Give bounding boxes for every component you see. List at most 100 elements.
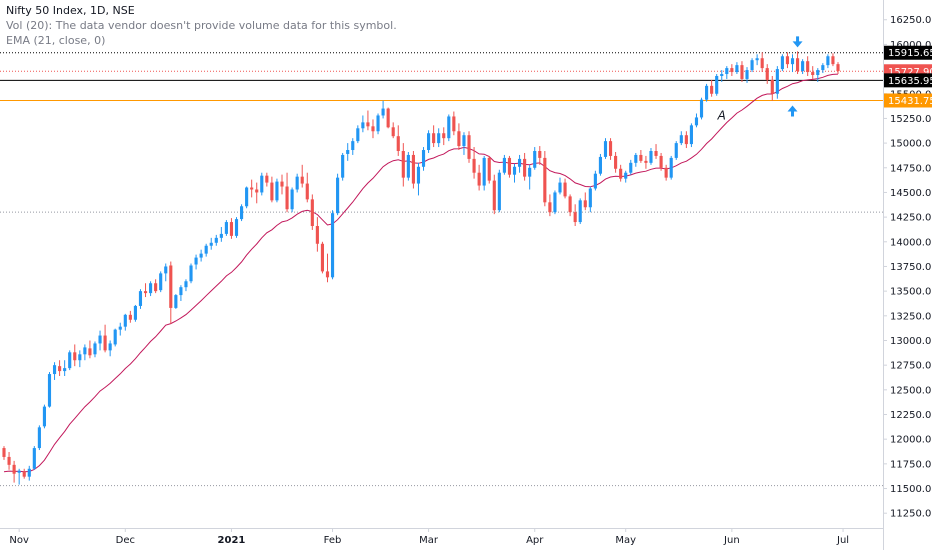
candle-body[interactable] xyxy=(63,368,67,372)
candle-body[interactable] xyxy=(351,141,355,151)
candle-body[interactable] xyxy=(654,150,658,156)
candle-body[interactable] xyxy=(497,172,501,211)
candle-body[interactable] xyxy=(361,122,365,129)
candle-body[interactable] xyxy=(624,172,628,179)
candle-body[interactable] xyxy=(310,199,314,227)
candle-body[interactable] xyxy=(750,60,754,71)
candle-body[interactable] xyxy=(821,65,825,71)
candle-body[interactable] xyxy=(32,448,36,469)
candle-body[interactable] xyxy=(300,176,304,184)
candle-body[interactable] xyxy=(588,188,592,208)
legend-symbol[interactable]: Nifty 50 Index, 1D, NSE xyxy=(6,4,135,17)
candle-body[interactable] xyxy=(133,305,137,320)
candle-body[interactable] xyxy=(816,70,820,76)
candle-body[interactable] xyxy=(770,79,774,94)
candle-body[interactable] xyxy=(583,200,587,208)
candle-body[interactable] xyxy=(639,154,643,161)
candle-body[interactable] xyxy=(689,125,693,145)
candle-body[interactable] xyxy=(93,343,97,355)
candle-body[interactable] xyxy=(477,172,481,186)
price-label-badge[interactable] xyxy=(884,73,932,88)
candle-body[interactable] xyxy=(229,222,234,236)
candle-body[interactable] xyxy=(614,155,618,169)
price-scale[interactable] xyxy=(883,0,932,550)
candle-body[interactable] xyxy=(603,141,608,157)
candle-body[interactable] xyxy=(250,187,254,190)
candle-body[interactable] xyxy=(760,58,764,69)
candle-body[interactable] xyxy=(598,156,603,174)
candle-body[interactable] xyxy=(78,354,82,361)
candle-body[interactable] xyxy=(619,168,623,179)
candle-body[interactable] xyxy=(305,183,309,200)
candle-body[interactable] xyxy=(2,448,6,457)
candle-body[interactable] xyxy=(52,365,57,375)
candle-body[interactable] xyxy=(346,150,350,154)
candle-body[interactable] xyxy=(755,58,759,61)
candle-body[interactable] xyxy=(341,154,345,178)
candle-body[interactable] xyxy=(88,348,92,356)
arrow-down-icon[interactable] xyxy=(792,36,803,48)
candle-body[interactable] xyxy=(568,196,572,213)
candle-body[interactable] xyxy=(634,154,638,163)
candle-body[interactable] xyxy=(563,182,567,197)
candle-body[interactable] xyxy=(285,186,289,210)
candle-body[interactable] xyxy=(674,143,678,158)
candle-body[interactable] xyxy=(103,335,107,351)
candle-body[interactable] xyxy=(239,206,244,220)
candle-body[interactable] xyxy=(169,265,173,308)
candle-body[interactable] xyxy=(58,366,62,372)
candle-body[interactable] xyxy=(416,166,421,184)
candle-body[interactable] xyxy=(427,133,431,151)
candle-body[interactable] xyxy=(664,167,668,178)
candle-body[interactable] xyxy=(831,56,835,65)
candle-body[interactable] xyxy=(295,176,299,190)
candle-body[interactable] xyxy=(730,68,734,73)
candle-body[interactable] xyxy=(315,226,319,244)
candle-body[interactable] xyxy=(629,162,633,173)
candle-body[interactable] xyxy=(811,72,815,76)
candle-body[interactable] xyxy=(275,181,279,201)
candle-body[interactable] xyxy=(806,61,810,73)
candle-body[interactable] xyxy=(159,273,163,291)
candle-body[interactable] xyxy=(694,117,699,126)
candle-body[interactable] xyxy=(118,326,122,330)
candle-body[interactable] xyxy=(154,283,158,292)
candle-body[interactable] xyxy=(234,219,239,236)
candle-body[interactable] xyxy=(27,468,31,477)
candle-body[interactable] xyxy=(290,189,294,210)
candle-body[interactable] xyxy=(507,157,512,175)
candle-body[interactable] xyxy=(735,65,739,73)
candle-body[interactable] xyxy=(705,85,709,100)
candle-body[interactable] xyxy=(679,135,683,144)
candle-body[interactable] xyxy=(543,157,547,203)
candle-body[interactable] xyxy=(790,58,795,65)
candle-body[interactable] xyxy=(174,295,178,308)
candle-body[interactable] xyxy=(578,200,582,223)
candle-body[interactable] xyxy=(209,242,213,246)
price-label-badge[interactable] xyxy=(884,93,932,108)
candle-body[interactable] xyxy=(143,291,148,294)
candle-body[interactable] xyxy=(401,150,405,178)
candle-body[interactable] xyxy=(836,64,840,72)
candle-body[interactable] xyxy=(720,74,724,76)
candle-body[interactable] xyxy=(396,136,400,151)
candle-body[interactable] xyxy=(391,127,395,137)
candle-body[interactable] xyxy=(184,281,188,288)
candle-body[interactable] xyxy=(260,175,264,193)
candle-body[interactable] xyxy=(659,155,663,168)
candle-body[interactable] xyxy=(710,85,714,94)
candle-body[interactable] xyxy=(128,314,132,320)
candle-body[interactable] xyxy=(801,61,805,72)
candle-body[interactable] xyxy=(381,108,385,116)
candle-body[interactable] xyxy=(442,133,446,139)
candle-body[interactable] xyxy=(457,131,461,147)
candle-body[interactable] xyxy=(219,233,223,238)
legend-ema[interactable]: EMA (21, close, 0) xyxy=(6,34,106,47)
candle-body[interactable] xyxy=(199,253,203,258)
candle-body[interactable] xyxy=(421,150,426,167)
plot-area[interactable] xyxy=(0,0,883,528)
candle-body[interactable] xyxy=(149,283,153,294)
candle-body[interactable] xyxy=(740,65,744,79)
candle-body[interactable] xyxy=(108,343,112,351)
candle-body[interactable] xyxy=(179,287,183,296)
